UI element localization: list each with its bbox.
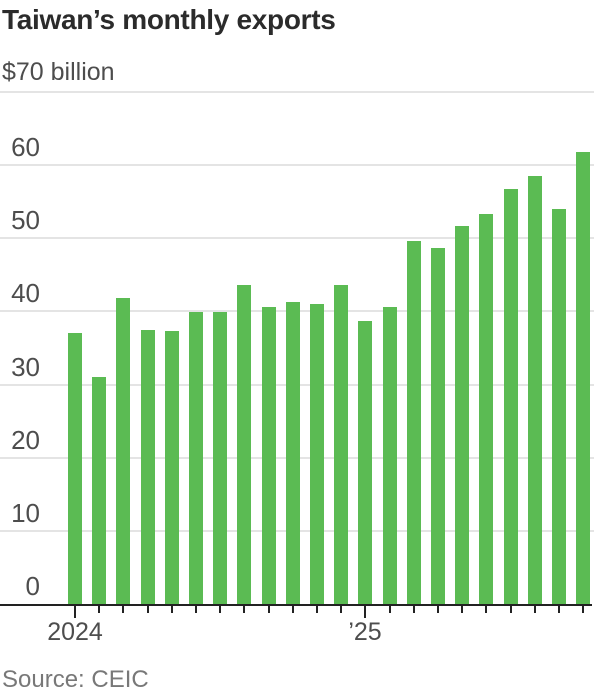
y-axis-label-60: 60: [11, 132, 40, 162]
bar-nov-2024: [310, 304, 324, 604]
bar-apr-2025: [431, 248, 445, 604]
x-axis-tick-11: [340, 606, 342, 613]
y-axis-label-0: 0: [25, 571, 40, 601]
gridline-50: [0, 237, 594, 239]
bar-apr-2024: [141, 330, 155, 604]
x-axis-tick-4: [171, 606, 173, 613]
x-axis-tick-19: [534, 606, 536, 613]
bar-mar-2025: [407, 241, 421, 604]
bar-mar-2024: [116, 298, 130, 604]
x-axis-tick-9: [292, 606, 294, 613]
bar-jan-2024: [68, 333, 82, 604]
y-axis-label-50: 50: [11, 205, 40, 235]
x-axis-tick-20: [558, 606, 560, 613]
y-axis-label-40: 40: [11, 278, 40, 308]
x-axis-tick-2: [122, 606, 124, 613]
bar-jul-2025: [504, 189, 518, 604]
x-axis-tick-17: [485, 606, 487, 613]
y-axis-label-30: 30: [11, 352, 40, 382]
bar-aug-2024: [237, 285, 251, 604]
bar-jan-2025: [358, 321, 372, 604]
bar-may-2025: [455, 226, 469, 604]
bar-aug-2025: [528, 176, 542, 604]
x-axis-tick-13: [389, 606, 391, 613]
x-axis-tick-5: [195, 606, 197, 613]
bar-jun-2024: [189, 312, 203, 604]
bar-jul-2024: [213, 312, 227, 604]
x-axis-tick-8: [268, 606, 270, 613]
bar-oct-2025: [576, 152, 590, 604]
x-axis-tick-1: [98, 606, 100, 613]
bar-jun-2025: [479, 214, 493, 604]
bar-feb-2024: [92, 377, 106, 604]
y-axis-unit-label: $70 billion: [2, 58, 115, 86]
bar-dec-2024: [334, 285, 348, 604]
bar-feb-2025: [383, 307, 397, 604]
x-axis-year-label-25: ’25: [348, 618, 382, 646]
x-axis-tick-21: [582, 606, 584, 613]
bar-sep-2024: [262, 307, 276, 604]
x-axis-tick-6: [219, 606, 221, 613]
x-axis-tick-12: [364, 606, 366, 618]
x-axis-line: [0, 604, 592, 606]
bar-may-2024: [165, 331, 179, 604]
x-axis-tick-10: [316, 606, 318, 613]
bar-sep-2025: [552, 209, 566, 604]
bar-oct-2024: [286, 302, 300, 604]
source-caption: Source: CEIC: [2, 666, 149, 693]
x-axis-tick-0: [74, 606, 76, 618]
y-axis-label-10: 10: [11, 498, 40, 528]
x-axis-tick-3: [147, 606, 149, 613]
x-axis-tick-15: [437, 606, 439, 613]
y-axis-label-20: 20: [11, 425, 40, 455]
chart-title: Taiwan’s monthly exports: [2, 4, 336, 35]
x-axis-tick-7: [243, 606, 245, 613]
x-axis-tick-14: [413, 606, 415, 613]
gridline-60: [0, 164, 594, 166]
x-axis-tick-18: [510, 606, 512, 613]
x-axis-tick-16: [461, 606, 463, 613]
x-axis-year-label-2024: 2024: [47, 618, 103, 646]
gridline-70: [0, 91, 594, 93]
